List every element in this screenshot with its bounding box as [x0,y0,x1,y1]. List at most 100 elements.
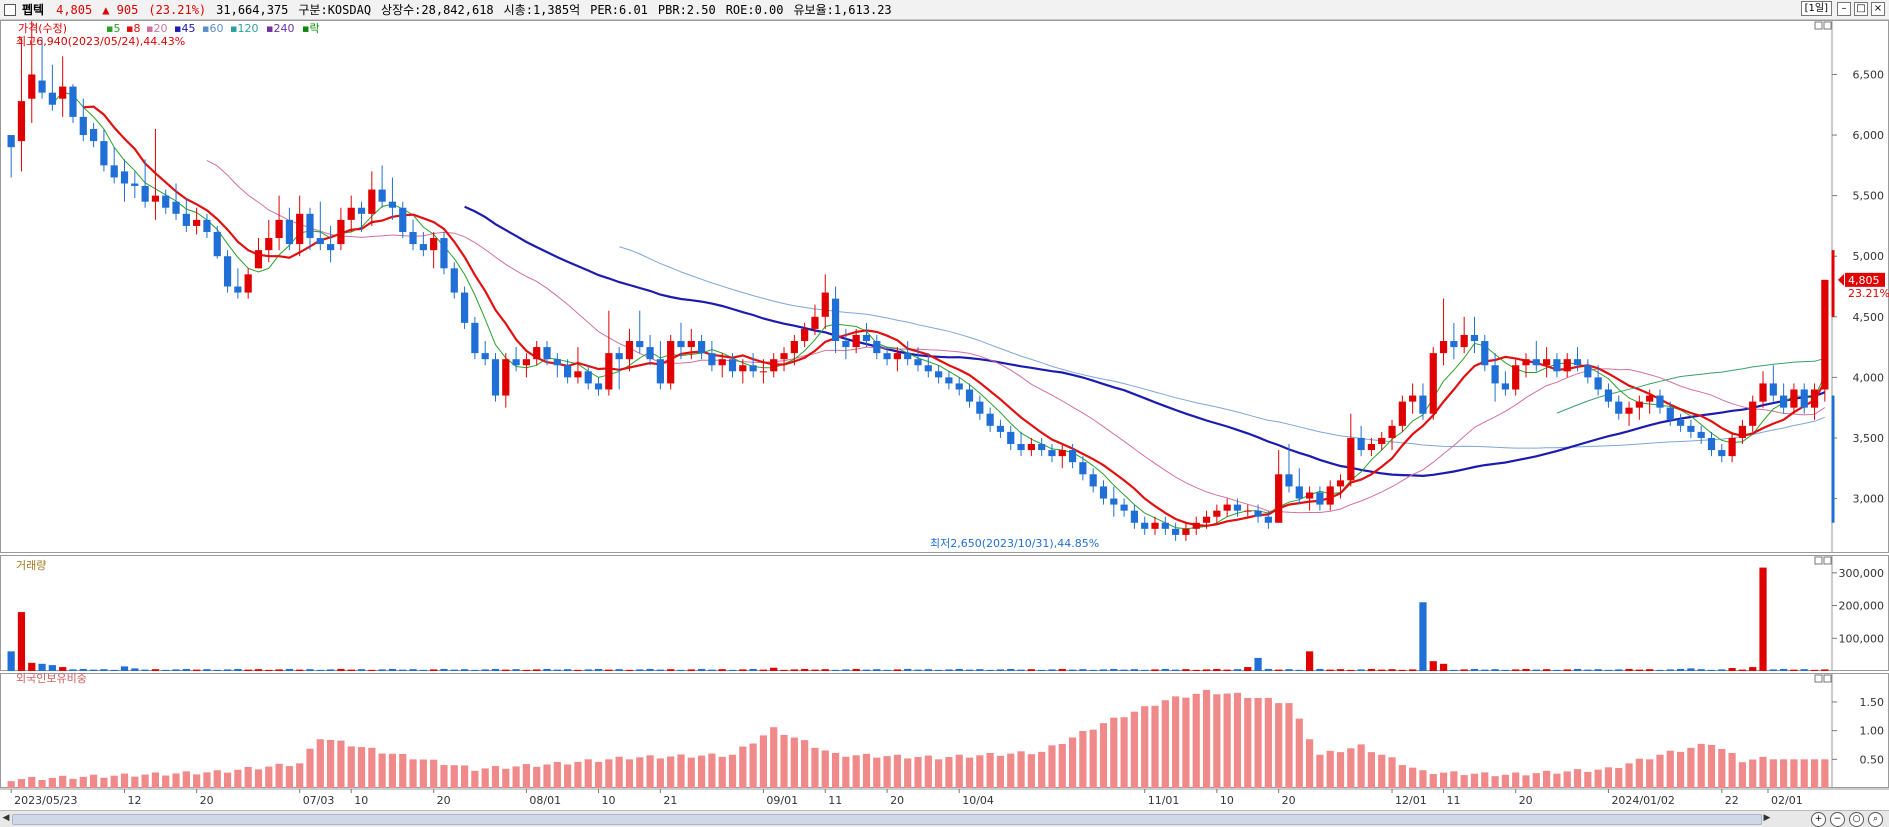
volume-bar [1192,669,1200,671]
candle-body [522,359,531,366]
volume-bar [1378,669,1386,671]
foreign-ratio-bar [1017,751,1025,788]
foreign-ratio-bar [739,746,747,788]
search-icon[interactable]: ⌕ [1868,812,1883,827]
chart-scrollbar[interactable]: ◀ ▶ + − ○ ⌕ [0,810,1889,827]
minimize-icon[interactable]: – [1837,1,1851,16]
foreign-ratio-bar [1615,767,1623,788]
zoom-out-icon[interactable]: − [1830,812,1845,827]
foreign-ratio-bar [131,776,139,788]
foreign-ratio-bar [223,772,232,788]
x-tick-label: 21 [663,794,677,807]
candle-body [110,165,118,178]
x-tick-label: 2023/05/23 [14,794,77,807]
foreign-ratio-bar [697,755,706,788]
candle-body [1821,279,1829,390]
volume-bar [89,669,98,671]
price-tick-label: 4,500 [1853,311,1885,324]
volume-bar [1594,669,1602,671]
candle-body [223,256,232,287]
candle-body [811,316,819,329]
maximize-icon[interactable]: □ [1854,1,1868,16]
foreign-ratio-bar [842,756,850,788]
period-button[interactable]: [1일] [1800,1,1832,16]
candle-body [1728,437,1736,457]
volume-bar [1244,667,1252,671]
scroll-right-icon[interactable]: ▶ [1763,813,1771,823]
foreign-ratio-bar [316,739,324,788]
price-tick-label: 5,000 [1853,250,1885,263]
candle-body [1275,474,1283,523]
foreign-ratio-bar [151,772,160,788]
foreign-ratio-bar [1347,748,1355,788]
candle-body [1450,341,1458,348]
foreign-ratio-bar [553,761,561,788]
volume-bar [1697,669,1705,671]
foreign-ratio-bar [203,772,211,788]
low-annotation: 최저2,650(2023/10/31),44.85% [930,537,1099,550]
volume-bar [1646,669,1654,671]
foreign-ratio-bar [1738,762,1747,788]
foreign-ratio-bar [780,734,788,788]
zoom-in-icon[interactable]: + [1811,812,1826,827]
volume-bar [605,669,613,671]
candle-body [368,189,376,214]
candle-body [193,219,201,226]
volume-bar [203,669,211,671]
candle-body [996,425,1005,432]
volume-bar [182,668,190,671]
last-price-tag: 4,805 [1848,274,1880,287]
stock-price: 4,805 [56,2,93,17]
foreign-ratio-bar [831,753,840,788]
foreign-ratio-bar [625,759,634,788]
candle-body [1707,437,1716,451]
candle-body [512,359,520,366]
volume-bar [594,668,603,671]
foreign-ratio-bar [584,759,592,788]
volume-bar [1666,669,1674,671]
volume-bar [1656,669,1664,671]
volume-bar [1460,669,1468,671]
foreign-ratio-bar [1223,693,1231,788]
volume-bar [1522,668,1530,671]
volume-bar [409,669,417,671]
candle-body [430,238,438,251]
foreign-panel-title: 외국인보유비중 [16,672,87,685]
volume-bar [120,666,129,671]
candle-body [656,359,664,384]
foreign-ratio-bar [1687,747,1695,788]
candle-body [1635,401,1643,408]
zoom-reset-icon[interactable]: ○ [1849,812,1864,827]
volume-bar [935,669,943,671]
foreign-ratio-bar [120,773,129,788]
foreign-ratio-bar [1450,771,1458,788]
volume-bar [440,668,448,671]
candle-body [697,341,706,354]
volume-bar [1790,669,1798,671]
foreign-ratio-bar [1172,696,1180,788]
candle-body [265,238,273,251]
scroll-left-icon[interactable]: ◀ [2,813,10,823]
candle-body [543,347,551,360]
last-pct-tag: 23.21% [1848,287,1889,300]
candle-body [594,383,603,390]
close-icon[interactable]: × [1871,1,1885,16]
volume-bar [1336,669,1345,671]
scroll-thumb[interactable] [12,814,1762,825]
volume-bar [636,669,644,671]
foreign-ratio-bar [481,768,489,788]
stock-chart[interactable]: 6,500 6,000 5,500 5,000 4,500 4,000 3,500 3,000… [0,20,1889,810]
stock-change: ▲ 905 [102,2,139,17]
candle-body [821,292,829,317]
candle-body [1553,359,1561,372]
volume-bar [831,669,840,671]
volume-bar [553,669,561,671]
foreign-ratio-bar [1367,752,1376,788]
volume-bar [1718,669,1726,671]
foreign-ratio-bar [265,766,273,788]
foreign-ratio-bar [759,735,768,788]
foreign-ratio-bar [852,755,860,788]
volume-bar [450,669,458,671]
volume-bar [1110,668,1118,671]
chart-select-checkbox[interactable] [4,3,16,16]
